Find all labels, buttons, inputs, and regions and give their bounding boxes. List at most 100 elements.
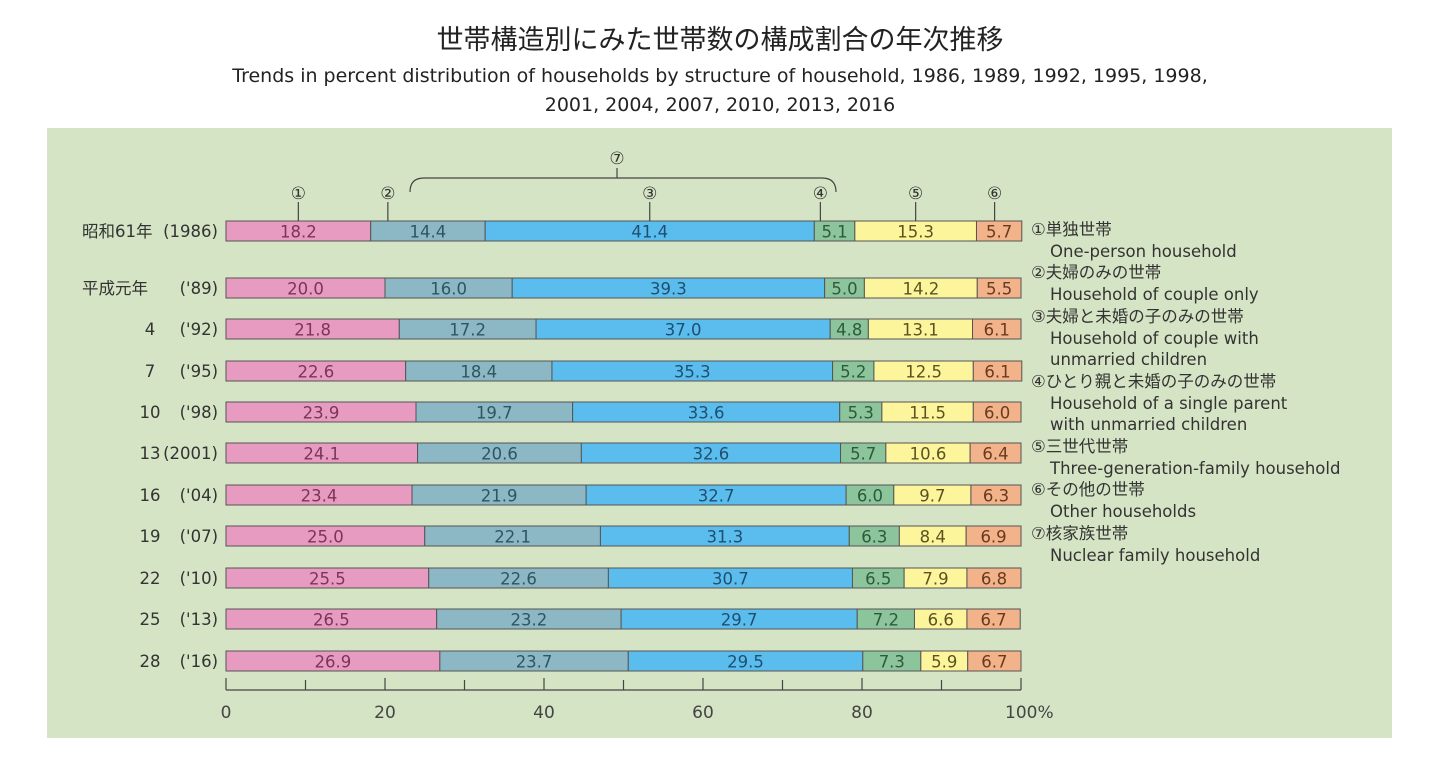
- category-year-label: ('10): [180, 569, 218, 588]
- category-year-label: (2001): [163, 444, 218, 463]
- data-label: 39.3: [650, 280, 687, 299]
- data-label: 30.7: [712, 570, 749, 589]
- data-label: 26.9: [315, 653, 352, 672]
- data-label: 26.5: [313, 611, 350, 630]
- legend-item-en: Other households: [1050, 502, 1197, 522]
- data-label: 16.0: [430, 280, 467, 299]
- data-label: 5.1: [821, 223, 847, 242]
- data-label: 7.9: [922, 570, 948, 589]
- category-year-label: ('98): [180, 403, 218, 422]
- data-label: 29.7: [721, 611, 758, 630]
- category-era-label: 25: [140, 610, 161, 629]
- data-label: 18.4: [460, 363, 497, 382]
- category-year-label: ('07): [180, 527, 218, 546]
- category-era-label: 平成元年: [82, 279, 148, 298]
- category-era-label: 28: [140, 652, 161, 671]
- data-label: 5.7: [850, 445, 876, 464]
- category-era-label: 16: [140, 486, 161, 505]
- category-year-label: ('04): [180, 486, 218, 505]
- series-marker: ④: [813, 184, 828, 204]
- data-label: 6.0: [984, 404, 1010, 423]
- bar-segment: [972, 360, 1023, 382]
- category-year-label: ('13): [180, 610, 218, 629]
- data-label: 6.1: [984, 321, 1010, 340]
- chart-subtitle: Trends in percent distribution of househ…: [232, 65, 1208, 116]
- legend: ①単独世帯 One-person household ②夫婦のみの世帯 Househo…: [1031, 219, 1340, 566]
- x-tick-label: 0: [221, 703, 232, 723]
- legend-item-en: Household of a single parent: [1050, 393, 1288, 413]
- data-label: 14.2: [902, 280, 939, 299]
- series-marker: ⑥: [987, 184, 1002, 204]
- legend-item-en: Three-generation-family household: [1050, 458, 1341, 478]
- x-tick-label: 100%: [1005, 703, 1054, 723]
- data-label: 6.7: [980, 611, 1006, 630]
- data-label: 20.0: [287, 280, 324, 299]
- x-tick-label: 60: [692, 703, 714, 723]
- legend-item-en: with unmarried children: [1050, 415, 1248, 435]
- category-year-label: ('95): [180, 362, 218, 381]
- bar-segment: [967, 650, 1022, 672]
- data-label: 25.5: [309, 570, 346, 589]
- data-label: 31.3: [706, 528, 743, 547]
- data-label: 22.1: [494, 528, 531, 547]
- data-label: 6.3: [983, 487, 1009, 506]
- data-label: 23.7: [516, 653, 553, 672]
- category-era-label: 19: [140, 527, 161, 546]
- data-label: 21.8: [294, 321, 331, 340]
- bar-segment: [972, 401, 1022, 423]
- data-label: 35.3: [674, 363, 711, 382]
- group-marker: ⑦: [609, 149, 624, 169]
- legend-item-jp: ⑤三世代世帯: [1031, 437, 1129, 457]
- bar-segment: [976, 277, 1022, 299]
- data-label: 5.7: [986, 223, 1012, 242]
- category-era-label: 昭和61年: [82, 222, 153, 241]
- bar-segment: [966, 608, 1021, 630]
- data-label: 24.1: [303, 445, 340, 464]
- series-marker: ③: [642, 184, 657, 204]
- x-tick-label: 40: [533, 703, 555, 723]
- bar-segment: [969, 442, 1022, 464]
- category-year-label: ('92): [180, 320, 218, 339]
- bar-segment: [975, 220, 1023, 242]
- data-label: 41.4: [631, 223, 668, 242]
- data-label: 7.3: [879, 653, 905, 672]
- data-label: 12.5: [905, 363, 942, 382]
- series-marker: ⑤: [908, 184, 923, 204]
- data-label: 8.4: [920, 528, 946, 547]
- category-era-label: 22: [140, 569, 161, 588]
- data-label: 5.3: [848, 404, 874, 423]
- category-era-label: 13: [140, 444, 161, 463]
- data-label: 6.4: [982, 445, 1008, 464]
- data-label: 29.5: [727, 653, 764, 672]
- data-label: 21.9: [481, 487, 518, 506]
- x-tick-label: 20: [374, 703, 396, 723]
- chart-title: 世帯構造別にみた世帯数の構成割合の年次推移: [436, 25, 1004, 56]
- data-label: 15.3: [897, 223, 934, 242]
- data-label: 22.6: [500, 570, 537, 589]
- group-bracket: [409, 177, 837, 193]
- data-label: 9.7: [919, 487, 945, 506]
- category-era-label: 4: [145, 320, 156, 339]
- data-label: 19.7: [476, 404, 513, 423]
- data-label: 32.7: [698, 487, 735, 506]
- data-label: 10.6: [910, 445, 947, 464]
- category-year-label: (1986): [163, 222, 218, 241]
- data-label: 6.6: [928, 611, 954, 630]
- legend-item-jp: ①単独世帯: [1031, 220, 1112, 239]
- data-label: 7.2: [873, 611, 899, 630]
- legend-item-jp: ⑥その他の世帯: [1031, 480, 1145, 500]
- data-label: 6.7: [981, 653, 1007, 672]
- data-label: 6.0: [857, 487, 883, 506]
- data-label: 11.5: [909, 404, 946, 423]
- data-label: 5.0: [831, 280, 857, 299]
- data-label: 25.0: [307, 528, 344, 547]
- data-label: 6.3: [861, 528, 887, 547]
- legend-item-en: Household of couple with: [1050, 328, 1259, 348]
- legend-item-en: Household of couple only: [1050, 285, 1259, 305]
- category-era-label: 10: [140, 403, 161, 422]
- data-label: 33.6: [688, 404, 725, 423]
- bar-segment: [966, 567, 1022, 589]
- data-label: 20.6: [481, 445, 518, 464]
- bar-segment: [972, 318, 1022, 340]
